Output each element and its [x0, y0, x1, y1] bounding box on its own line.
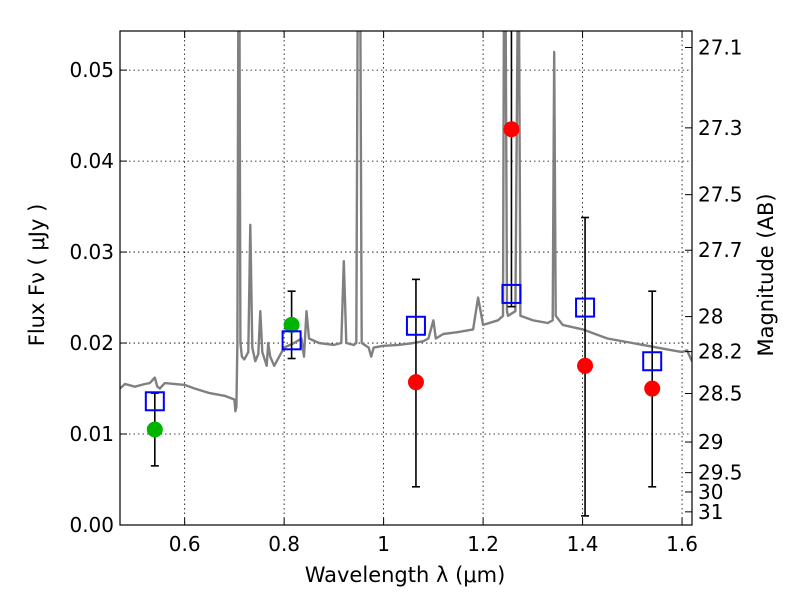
spectrum-series [120, 31, 692, 413]
plot-frame [119, 30, 693, 526]
green-data-point [146, 421, 163, 438]
y2-tick-label: 27.5 [698, 183, 743, 207]
y2-tick-label: 29.5 [698, 461, 743, 485]
error-bars [150, 31, 657, 517]
y2-tick-label: 27.1 [698, 36, 743, 60]
y2-tick-label: 27.3 [698, 116, 743, 140]
spectrum-line [120, 31, 692, 413]
y2-axis-label: Magnitude (AB) [754, 193, 778, 356]
x-tick-label: 0.6 [169, 532, 201, 556]
data-markers [144, 121, 663, 438]
x-tick-label: 1.2 [467, 532, 499, 556]
y-axis-label: Flux Fν ( μJy ) [25, 204, 49, 347]
model-square-marker [501, 283, 522, 304]
model-square-marker [144, 391, 165, 412]
grid [120, 31, 692, 526]
y2-tick-label: 27.7 [698, 238, 743, 262]
y-tick-label: 0.01 [69, 422, 114, 446]
green-data-point [283, 316, 300, 333]
y2-tick-label: 28 [698, 305, 723, 329]
x-tick-label: 0.8 [268, 532, 300, 556]
y-tick-label: 0.03 [69, 240, 114, 264]
x-tick-label: 1.4 [567, 532, 599, 556]
y2-tick-label: 30 [698, 480, 723, 504]
x-axis-label: Wavelength λ (μm) [305, 563, 506, 587]
y2-tick-label: 31 [698, 500, 723, 524]
x-tick-label: 1 [377, 532, 390, 556]
y2-tick-label: 28.2 [698, 340, 743, 364]
y-tick-label: 0.02 [69, 331, 114, 355]
red-data-point [577, 357, 594, 374]
red-data-point [407, 374, 424, 391]
y-tick-label: 0.00 [69, 513, 114, 537]
axes [119, 30, 693, 526]
y-tick-label: 0.04 [69, 149, 114, 173]
model-square-marker [575, 297, 596, 318]
ticks: 0.6 0.8 1 1.2 1.4 1.6 0.00 0.01 0.02 0.03 0.04 0.05… [69, 31, 743, 556]
y2-tick-label: 29 [698, 430, 723, 454]
y2-tick-label: 28.5 [698, 381, 743, 405]
y-tick-label: 0.05 [69, 58, 114, 82]
model-square-marker [281, 330, 302, 351]
model-square-marker [642, 351, 663, 372]
model-square-marker [405, 315, 426, 336]
x-tick-label: 1.6 [666, 532, 698, 556]
red-data-point [503, 121, 520, 138]
red-data-point [644, 380, 661, 397]
